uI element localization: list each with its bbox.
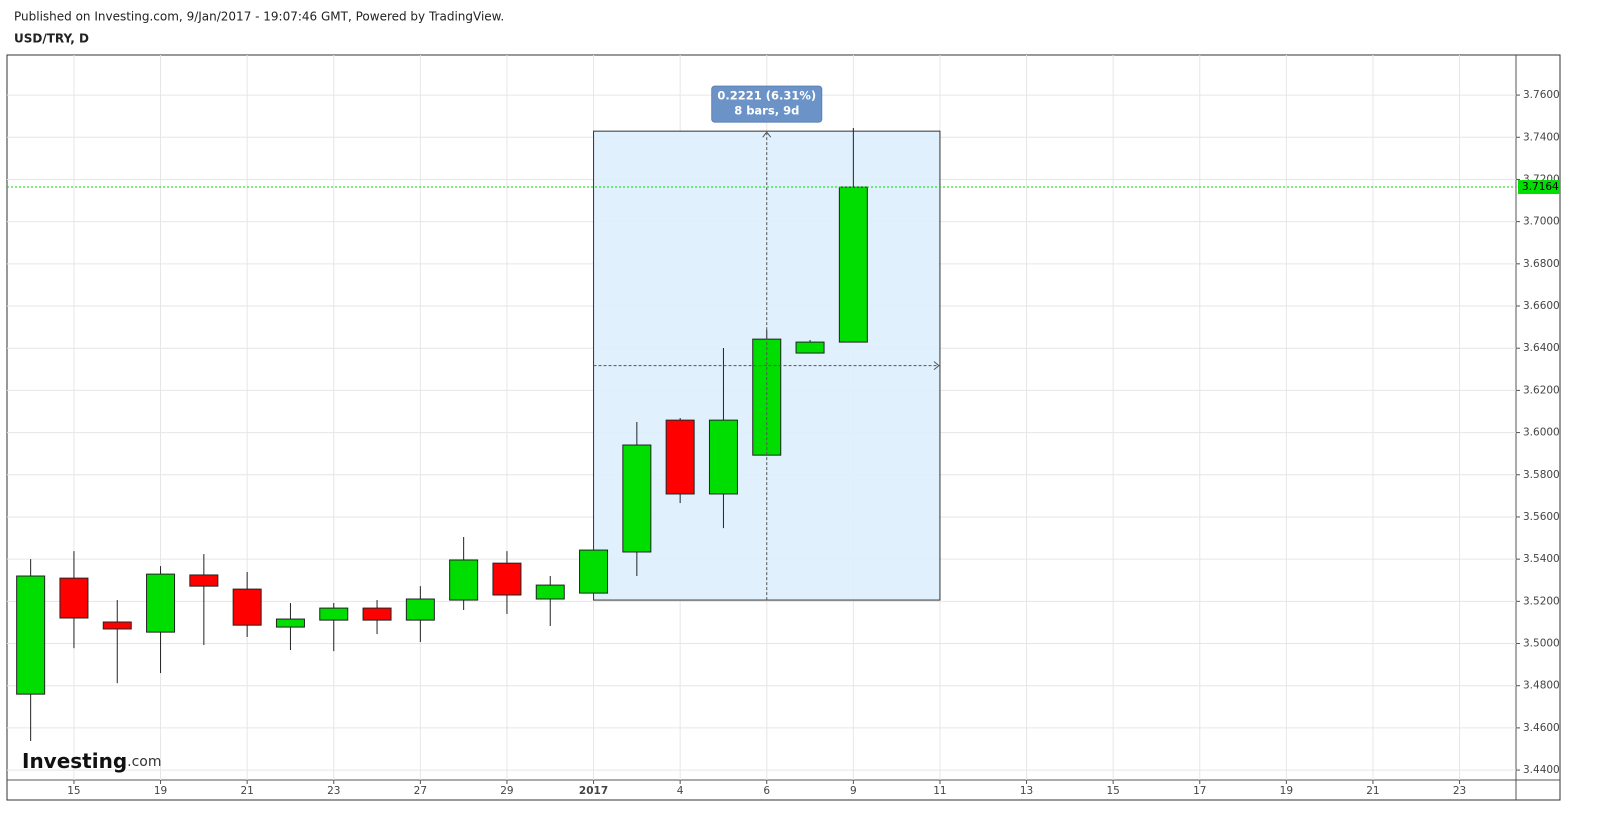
x-tick-label: 19 — [1280, 785, 1293, 797]
candle-body — [146, 573, 176, 633]
candle-body — [16, 575, 46, 695]
x-tick-label: 17 — [1193, 785, 1206, 797]
last-price-tag — [1518, 180, 1560, 195]
y-tick-label: 3.6400 — [1523, 342, 1560, 354]
measure-arrowhead — [933, 361, 940, 370]
candle-body — [189, 574, 219, 587]
x-tick-label: 21 — [1366, 785, 1379, 797]
x-tick-label: 27 — [414, 785, 427, 797]
x-tick-label: 9 — [850, 785, 857, 797]
candle-body — [492, 562, 522, 596]
y-tick-label: 3.6800 — [1523, 258, 1560, 270]
x-tick-label: 6 — [763, 785, 770, 797]
candle-body — [405, 598, 435, 621]
x-tick-label: 21 — [240, 785, 253, 797]
candle-body — [232, 588, 262, 626]
y-tick-label: 3.6600 — [1523, 300, 1560, 312]
candle-body — [708, 419, 738, 495]
x-tick-label: 23 — [327, 785, 340, 797]
x-tick-label: 13 — [1020, 785, 1033, 797]
candle-body — [362, 607, 392, 621]
y-tick-label: 3.7400 — [1523, 131, 1560, 143]
y-tick-label: 3.4600 — [1523, 722, 1560, 734]
x-tick-label: 19 — [154, 785, 167, 797]
logo-suffix: .com — [127, 754, 161, 770]
logo-brand: Investing — [22, 749, 127, 773]
y-tick-label: 3.6000 — [1523, 427, 1560, 439]
y-tick-label: 3.4400 — [1523, 764, 1560, 776]
y-tick-label: 3.6200 — [1523, 384, 1560, 396]
frame — [6, 54, 1561, 801]
candle-body — [795, 341, 825, 354]
x-tick-label: 11 — [933, 785, 946, 797]
candle-body — [622, 444, 652, 553]
measure-sublabel: 8 bars, 9d — [734, 104, 799, 118]
y-tick-label: 3.5800 — [1523, 469, 1560, 481]
candle-body — [449, 559, 479, 601]
candle-body — [275, 618, 305, 628]
candle-body — [838, 186, 868, 343]
last-price-label: 3.7164 — [1522, 181, 1559, 193]
measure-arrowhead — [762, 131, 772, 138]
x-tick-label: 15 — [1106, 785, 1119, 797]
candle-body — [535, 584, 565, 600]
x-tick-label: 29 — [500, 785, 513, 797]
chart-title: USD/TRY, D — [14, 32, 89, 46]
y-tick-label: 3.5600 — [1523, 511, 1560, 523]
candle-body — [319, 607, 349, 621]
logo: Investing.com — [22, 749, 162, 773]
y-tick-label: 3.7000 — [1523, 216, 1560, 228]
x-tick-label: 2017 — [579, 785, 608, 797]
x-tick-label: 23 — [1453, 785, 1466, 797]
candle-body — [59, 577, 89, 619]
measure-label: 0.2221 (6.31%) — [717, 89, 816, 103]
published-note: Published on Investing.com, 9/Jan/2017 -… — [14, 10, 504, 24]
measure-label-box — [711, 85, 823, 123]
y-tick-label: 3.5000 — [1523, 638, 1560, 650]
y-tick-label: 3.4800 — [1523, 680, 1560, 692]
candle-body — [102, 621, 132, 630]
y-tick-label: 3.5400 — [1523, 553, 1560, 565]
y-tick-label: 3.5200 — [1523, 595, 1560, 607]
y-tick-label: 3.7600 — [1523, 89, 1560, 101]
candle-body — [665, 419, 695, 495]
candle-body — [579, 549, 609, 594]
x-tick-label: 4 — [677, 785, 684, 797]
x-tick-label: 15 — [67, 785, 80, 797]
